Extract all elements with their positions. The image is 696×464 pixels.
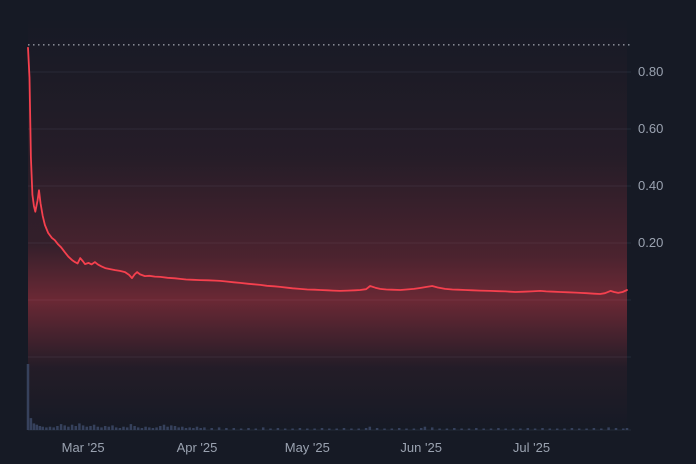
x-axis-label: May '25 <box>284 440 330 455</box>
y-axis-label: 0.80 <box>638 64 664 79</box>
y-axis-label: 0.20 <box>638 235 664 250</box>
volume-bars <box>26 364 629 430</box>
y-axis-label: 0.40 <box>638 178 664 193</box>
x-axis-label: Jun '25 <box>400 440 442 455</box>
price-area-fill <box>28 47 627 431</box>
price-line <box>27 46 628 295</box>
y-axis-label: 0.60 <box>638 121 664 136</box>
x-axis-label: Jul '25 <box>512 440 551 455</box>
price-area-glow <box>28 15 627 294</box>
x-axis-label: Mar '25 <box>61 440 105 455</box>
x-axis-label: Apr '25 <box>176 440 218 455</box>
